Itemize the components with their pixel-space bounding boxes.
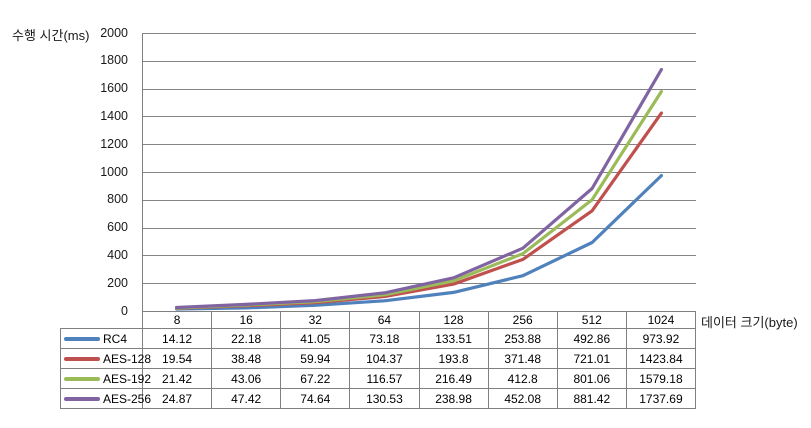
x-tick-label: 256 [489, 312, 558, 328]
y-tick-label: 200 [107, 275, 128, 290]
value-cell: 73.18 [349, 328, 420, 349]
legend-line-swatch [64, 396, 100, 401]
table-row-aes-256: AES-256 24.87 47.42 74.64 130.53 238.98 452.08… [60, 388, 697, 409]
table-row-aes-128: AES-128 19.54 38.48 59.94 104.37 193.8 371.48 7… [60, 348, 697, 369]
legend-cell: RC4 [60, 328, 143, 349]
value-cell: 21.42 [141, 368, 213, 389]
series-line-aes-128 [174, 111, 664, 310]
y-tick-label: 400 [107, 247, 128, 262]
chart-data-table: RC4 14.12 22.18 41.05 73.18 133.51 253.88 492.8… [60, 328, 697, 409]
x-tick-label: 64 [350, 312, 420, 328]
value-cell: 801.06 [556, 368, 627, 389]
y-tick-label: 1400 [100, 108, 128, 123]
y-tick-label: 2000 [100, 25, 128, 40]
value-cell: 38.48 [211, 348, 282, 369]
value-cell: 43.06 [211, 368, 282, 389]
value-cell: 193.8 [418, 348, 489, 369]
legend-cell: AES-192 [60, 368, 151, 389]
value-cell: 216.49 [418, 368, 489, 389]
legend-series-label: AES-192 [103, 371, 152, 386]
value-cell: 59.94 [280, 348, 351, 369]
value-cell: 1423.84 [625, 348, 697, 369]
series-line-aes-256 [174, 67, 664, 310]
legend-cell: AES-128 [60, 348, 151, 369]
value-cell: 22.18 [211, 328, 282, 349]
value-cell: 41.05 [280, 328, 351, 349]
series-line-rc4 [174, 174, 664, 311]
x-tick-label: 1024 [627, 312, 696, 328]
x-tick-label: 32 [281, 312, 351, 328]
value-cell: 74.64 [280, 388, 351, 409]
x-tick-label: 512 [558, 312, 627, 328]
value-cell: 130.53 [349, 388, 420, 409]
y-tick-label: 0 [121, 303, 128, 318]
x-tick-label: 16 [212, 312, 282, 328]
value-cell: 47.42 [211, 388, 282, 409]
value-cell: 973.92 [625, 328, 697, 349]
series-line-aes-192 [174, 89, 664, 310]
value-cell: 721.01 [556, 348, 627, 369]
value-cell: 19.54 [141, 348, 213, 369]
legend-cell: AES-256 [60, 388, 151, 409]
legend-series-label: AES-256 [103, 391, 152, 406]
value-cell: 1579.18 [625, 368, 697, 389]
legend-line-swatch [64, 376, 100, 381]
value-cell: 371.48 [487, 348, 558, 369]
value-cell: 14.12 [141, 328, 213, 349]
x-axis-title: 데이터 크기(byte) [701, 315, 798, 330]
value-cell: 238.98 [418, 388, 489, 409]
legend-series-label: RC4 [103, 331, 128, 346]
value-cell: 452.08 [487, 388, 558, 409]
value-cell: 104.37 [349, 348, 420, 369]
value-cell: 253.88 [487, 328, 558, 349]
value-cell: 881.42 [556, 388, 627, 409]
y-tick-label: 1800 [100, 53, 128, 68]
x-tick-label: 8 [143, 312, 213, 328]
x-axis-tick-row: 8 16 32 64 128 256 512 1024 [142, 311, 696, 328]
value-cell: 412.8 [487, 368, 558, 389]
table-row-aes-192: AES-192 21.42 43.06 67.22 116.57 216.49 412.8 8… [60, 368, 697, 389]
value-cell: 1737.69 [625, 388, 697, 409]
x-tick-label: 128 [420, 312, 489, 328]
value-cell: 24.87 [141, 388, 213, 409]
y-tick-label: 1000 [100, 164, 128, 179]
y-tick-label: 1200 [100, 136, 128, 151]
value-cell: 116.57 [349, 368, 420, 389]
plot-area [142, 33, 696, 312]
y-tick-label: 1600 [100, 81, 128, 96]
value-cell: 492.86 [556, 328, 627, 349]
legend-line-swatch [64, 336, 100, 341]
table-row-rc4: RC4 14.12 22.18 41.05 73.18 133.51 253.88 492.8… [60, 328, 697, 349]
y-tick-label: 800 [107, 192, 128, 207]
legend-line-swatch [64, 356, 100, 361]
y-tick-label: 600 [107, 220, 128, 235]
value-cell: 67.22 [280, 368, 351, 389]
legend-series-label: AES-128 [103, 351, 152, 366]
value-cell: 133.51 [418, 328, 489, 349]
y-axis-title: 수행 시간(ms) [12, 28, 90, 43]
